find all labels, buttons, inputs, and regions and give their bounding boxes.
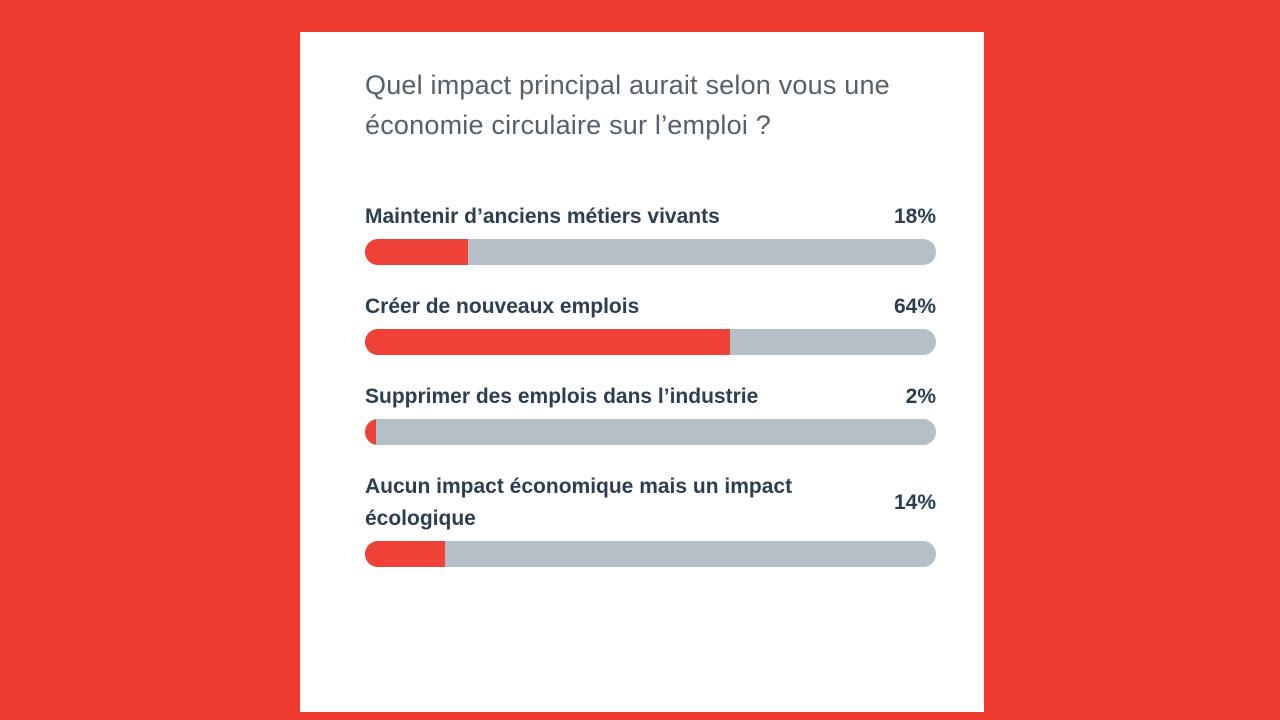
- poll-option-row[interactable]: Supprimer des emplois dans l’industrie 2…: [365, 381, 936, 445]
- poll-card: Quel impact principal aurait selon vous …: [300, 32, 984, 712]
- poll-option-header: Maintenir d’anciens métiers vivants 18%: [365, 201, 936, 233]
- poll-options-list: Maintenir d’anciens métiers vivants 18% …: [365, 201, 936, 567]
- poll-option-header: Supprimer des emplois dans l’industrie 2…: [365, 381, 936, 413]
- poll-option-header: Créer de nouveaux emplois 64%: [365, 291, 936, 323]
- poll-option-percentage: 14%: [893, 491, 936, 514]
- poll-option-row[interactable]: Aucun impact économique mais un impact é…: [365, 471, 936, 567]
- poll-option-label: Aucun impact économique mais un impact é…: [365, 475, 793, 530]
- poll-option-label: Créer de nouveaux emplois: [365, 295, 640, 318]
- result-bar-track: [365, 329, 936, 355]
- poll-option-percentage: 18%: [893, 205, 936, 228]
- poll-option-percentage: 2%: [905, 385, 936, 408]
- poll-option-header: Aucun impact économique mais un impact é…: [365, 471, 936, 535]
- result-bar-track: [365, 419, 936, 445]
- poll-option-row[interactable]: Créer de nouveaux emplois 64%: [365, 291, 936, 355]
- result-bar-track: [365, 541, 936, 567]
- poll-option-label: Maintenir d’anciens métiers vivants: [365, 205, 720, 228]
- result-bar-fill: [365, 239, 468, 265]
- result-bar-fill: [365, 541, 445, 567]
- poll-option-percentage: 64%: [893, 295, 936, 318]
- poll-question: Quel impact principal aurait selon vous …: [365, 70, 890, 140]
- result-bar-fill: [365, 329, 731, 355]
- result-bar-fill: [365, 419, 377, 445]
- poll-option-label: Supprimer des emplois dans l’industrie: [365, 385, 759, 408]
- poll-option-row[interactable]: Maintenir d’anciens métiers vivants 18%: [365, 201, 936, 265]
- result-bar-track: [365, 239, 936, 265]
